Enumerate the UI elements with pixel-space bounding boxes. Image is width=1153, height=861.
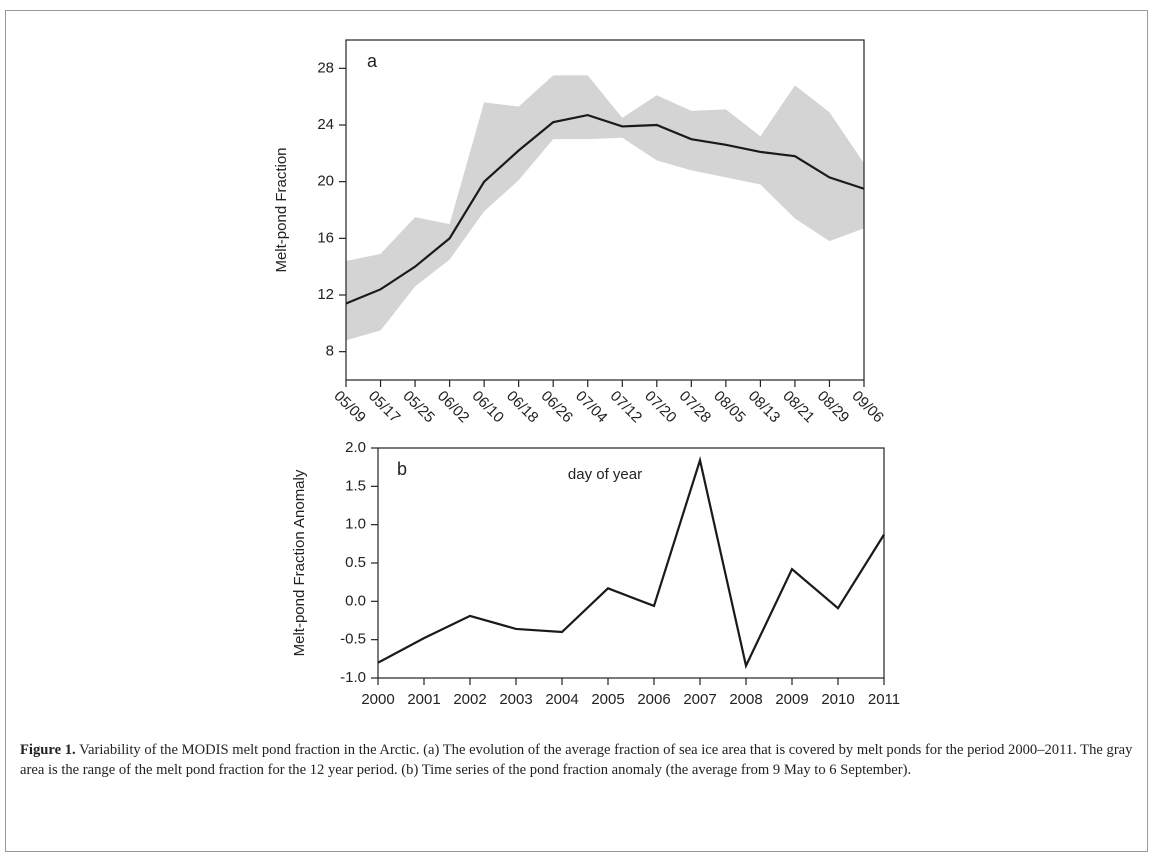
plot-frame <box>345 39 865 381</box>
y-tick-label: 0.0 <box>345 592 366 609</box>
caption: Figure 1. Variability of the MODIS melt … <box>20 740 1135 780</box>
y-tick-label: 28 <box>317 59 334 76</box>
x-tick-label: 2006 <box>637 691 670 708</box>
y-tick-label: 1.5 <box>345 477 366 494</box>
x-tick-label: 05/17 <box>365 388 404 427</box>
x-tick-label: 2011 <box>868 691 900 708</box>
panel-label: b <box>397 459 407 479</box>
panel-label: a <box>367 51 378 71</box>
x-tick-label: 2002 <box>453 691 486 708</box>
caption-text: Variability of the MODIS melt pond fract… <box>20 742 1133 778</box>
y-axis-label: Melt-pond Fraction Anomaly <box>291 469 308 656</box>
y-axis-label: Melt-pond Fraction <box>273 147 290 272</box>
charts: 8 12 16 20 24 28 05/0905/1705/2506/0206/1006/1… <box>273 39 900 708</box>
x-tick-label: 2004 <box>545 691 578 708</box>
x-tick-label: 2000 <box>361 691 394 708</box>
y-tick-label: -1.0 <box>340 669 366 686</box>
x-tick-label: 2003 <box>499 691 532 708</box>
x-tick-label: 06/02 <box>434 388 473 427</box>
y-tick-label: -0.5 <box>340 631 366 648</box>
x-tick-label: 2009 <box>775 691 808 708</box>
y-tick-label: 12 <box>317 286 334 303</box>
x-axis-label: day of year <box>568 466 642 483</box>
y-tick-label: 16 <box>317 229 334 246</box>
x-tick-label: 2001 <box>407 691 440 708</box>
x-tick-label: 2007 <box>683 691 716 708</box>
x-tick-label: 07/04 <box>572 388 611 427</box>
x-tick-label: 08/05 <box>710 388 749 427</box>
y-tick-label: 20 <box>317 173 334 190</box>
x-tick-label: 07/20 <box>641 388 680 427</box>
y-tick-label: 2.0 <box>345 439 366 456</box>
y-tick-label: 0.5 <box>345 554 366 571</box>
y-tick-label: 1.0 <box>345 516 366 533</box>
y-tick-label: 24 <box>317 116 334 133</box>
data-line <box>345 113 865 305</box>
data-line <box>377 456 885 670</box>
x-tick-label: 07/12 <box>607 388 646 427</box>
y-tick-label: 8 <box>326 343 334 360</box>
x-tick-label: 2010 <box>821 691 854 708</box>
x-tick-label: 2008 <box>729 691 762 708</box>
x-tick-label: 05/09 <box>330 388 369 427</box>
x-tick-label: 08/13 <box>745 388 784 427</box>
caption-label: Figure 1. <box>20 742 76 758</box>
x-tick-label: 08/21 <box>779 388 818 427</box>
x-tick-label: 07/28 <box>676 388 715 427</box>
x-tick-label: 09/06 <box>848 388 887 427</box>
x-tick-label: 06/26 <box>538 388 577 427</box>
x-tick-label: 05/25 <box>399 388 438 427</box>
x-tick-label: 08/29 <box>814 388 853 427</box>
figure-frame <box>5 10 1148 852</box>
x-tick-label: 06/10 <box>468 388 507 427</box>
x-tick-label: 06/18 <box>503 388 542 427</box>
x-tick-label: 2005 <box>591 691 624 708</box>
range-band <box>346 75 864 341</box>
